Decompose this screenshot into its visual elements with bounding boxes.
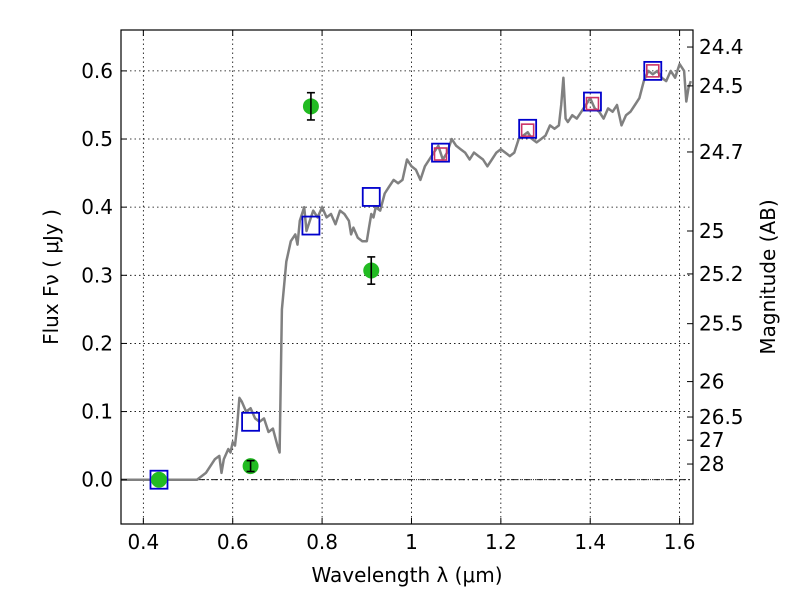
model-flux-square: [149, 469, 169, 490]
grid: [121, 30, 693, 524]
y-tick-label: 0.3: [81, 263, 113, 287]
x-tick-label: 1.6: [664, 530, 696, 554]
x-tick-label: 0.8: [306, 530, 338, 554]
model-flux-square: [241, 411, 260, 432]
right-tick-label: 26.5: [699, 405, 744, 429]
right-tick-label: 27: [699, 428, 724, 452]
x-tick-label: 1.2: [485, 530, 517, 554]
observed-flux-square: [520, 123, 535, 137]
right-tick-label: 26: [699, 370, 724, 394]
x-tick-label: 1.4: [574, 530, 606, 554]
right-tick-label: 24.7: [699, 140, 744, 164]
x-tick-label: 0.6: [217, 530, 249, 554]
x-tick-label: 1: [405, 530, 418, 554]
model-flux-square: [361, 187, 381, 207]
model-flux-square: [518, 118, 538, 139]
x-tick-label: 0.4: [127, 530, 159, 554]
spectrum-line: [121, 62, 692, 481]
x-axis-label: Wavelength λ (μm): [311, 563, 502, 587]
y-tick-label: 0.4: [81, 195, 113, 219]
right-tick-label: 24.5: [699, 74, 744, 98]
y-tick-label: 0.5: [81, 127, 113, 151]
right-tick-label: 28: [699, 452, 724, 476]
ticks: 0.4 0.6 0.8 1 1.2 1.4 1.6 0.0 0.1 0.2 0.3 0.4 0.5 0.6…: [81, 30, 744, 554]
series-layer: [121, 60, 692, 490]
model-flux-square: [301, 215, 321, 236]
right-axis-label: Magnitude (AB): [756, 199, 780, 354]
right-tick-label: 25.2: [699, 262, 744, 286]
y-tick-label: 0.2: [81, 331, 113, 355]
plot-frame: [120, 29, 694, 525]
y-tick-label: 0.6: [81, 59, 113, 83]
model-flux-square: [431, 142, 450, 163]
model-flux-square: [643, 60, 663, 81]
y-tick-label: 0.0: [81, 468, 113, 492]
observed-flux-square: [585, 96, 600, 111]
right-tick-label: 25: [699, 219, 724, 243]
y-tick-label: 0.1: [81, 400, 113, 424]
y-axis-label: Flux Fν ( μJy ): [39, 209, 63, 345]
model-flux-square: [583, 91, 602, 112]
photometry-point: [150, 471, 167, 488]
observed-flux-square: [433, 147, 448, 161]
right-tick-label: 25.5: [699, 312, 744, 336]
observed-flux-square: [645, 64, 660, 78]
right-tick-label: 24.4: [699, 35, 744, 59]
